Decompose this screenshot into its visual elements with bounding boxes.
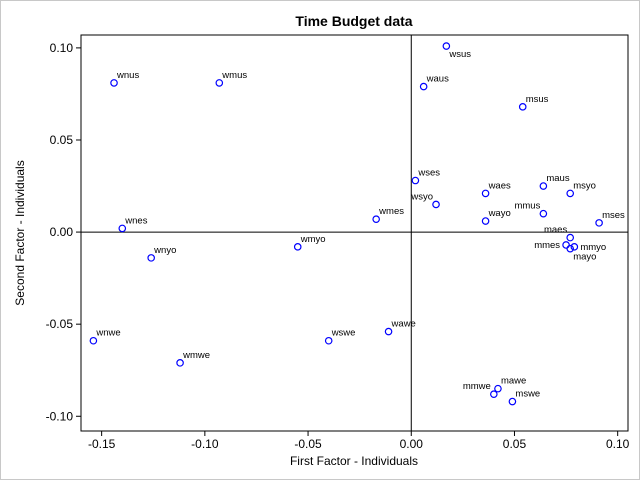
data-point-label: wswe bbox=[331, 328, 356, 339]
data-point bbox=[566, 244, 575, 253]
data-point bbox=[89, 336, 98, 345]
data-point-label: wnwe bbox=[95, 328, 120, 339]
data-point bbox=[481, 189, 490, 198]
data-point bbox=[508, 397, 517, 406]
data-point bbox=[411, 176, 420, 185]
data-points: wsus wnus wmus waus msus wses maus msyo waes wsyo… bbox=[89, 42, 625, 406]
data-point-label: mayo bbox=[573, 252, 596, 263]
data-point bbox=[566, 233, 575, 242]
data-point-label: wmus bbox=[221, 70, 247, 81]
data-point-label: mswe bbox=[515, 389, 540, 400]
data-point-label: mawe bbox=[501, 376, 526, 387]
x-tick-label: -0.10 bbox=[191, 437, 219, 451]
data-point-label: wawe bbox=[391, 319, 416, 330]
data-point-label: mses bbox=[602, 210, 625, 221]
data-point-label: wnyo bbox=[153, 245, 176, 256]
data-point-label: waes bbox=[488, 180, 511, 191]
y-axis-label: Second Factor - Individuals bbox=[13, 160, 27, 305]
data-point-label: mmyo bbox=[580, 242, 606, 253]
data-point-label: mmus bbox=[514, 201, 540, 212]
data-point bbox=[562, 241, 570, 249]
data-point-label: wsus bbox=[448, 49, 471, 60]
data-point-label: waus bbox=[426, 74, 449, 85]
data-point bbox=[176, 359, 184, 367]
data-point-label: wses bbox=[417, 168, 440, 179]
x-tick-label: 0.05 bbox=[503, 437, 527, 451]
data-point-label: wmes bbox=[378, 206, 404, 217]
x-tick-label: -0.05 bbox=[294, 437, 322, 451]
data-point-label: maus bbox=[546, 173, 569, 184]
y-axis: -0.10 -0.05 0.00 0.05 0.10 bbox=[46, 41, 81, 423]
data-point-label: wmyo bbox=[300, 234, 326, 245]
y-tick-label: -0.10 bbox=[46, 409, 74, 423]
data-point-label: wnus bbox=[116, 70, 139, 81]
data-point-label: msyo bbox=[573, 180, 596, 191]
x-axis: -0.15 -0.10 -0.05 0.00 0.05 0.10 bbox=[88, 431, 630, 451]
y-tick-label: 0.00 bbox=[50, 225, 74, 239]
data-point bbox=[539, 209, 548, 218]
data-point bbox=[384, 327, 393, 336]
data-point bbox=[372, 215, 380, 223]
x-tick-label: 0.00 bbox=[400, 437, 424, 451]
y-tick-label: 0.05 bbox=[50, 133, 74, 147]
data-point bbox=[494, 384, 502, 393]
data-point-label: wayo bbox=[488, 208, 511, 219]
data-point-label: wmwe bbox=[182, 350, 210, 361]
data-point-label: maes bbox=[544, 225, 567, 236]
x-tick-label: 0.10 bbox=[606, 437, 630, 451]
reference-lines bbox=[81, 35, 628, 431]
data-point bbox=[215, 79, 224, 87]
data-point bbox=[539, 182, 548, 190]
data-point bbox=[518, 103, 527, 111]
data-point bbox=[481, 217, 490, 225]
y-tick-label: -0.05 bbox=[46, 317, 74, 331]
data-point-label: wnes bbox=[124, 215, 147, 226]
x-tick-label: -0.15 bbox=[88, 437, 116, 451]
data-point-label: msus bbox=[526, 94, 549, 105]
data-point bbox=[110, 79, 118, 87]
data-point bbox=[419, 82, 428, 91]
data-point-label: wsyo bbox=[410, 191, 433, 202]
data-point bbox=[432, 200, 440, 209]
x-axis-label: First Factor - Individuals bbox=[290, 454, 418, 468]
data-point-label: mmwe bbox=[463, 381, 491, 392]
y-tick-label: 0.10 bbox=[50, 41, 74, 55]
plot-area bbox=[80, 34, 629, 432]
data-point bbox=[442, 42, 451, 50]
data-point-label: mmes bbox=[534, 240, 560, 251]
data-point bbox=[490, 390, 498, 398]
data-point bbox=[293, 243, 302, 251]
chart-title: Time Budget data bbox=[295, 13, 412, 29]
data-point bbox=[147, 254, 155, 262]
data-point bbox=[566, 189, 575, 198]
data-point bbox=[570, 243, 579, 251]
data-point bbox=[118, 224, 127, 233]
data-point bbox=[595, 219, 603, 227]
data-point bbox=[324, 336, 333, 345]
